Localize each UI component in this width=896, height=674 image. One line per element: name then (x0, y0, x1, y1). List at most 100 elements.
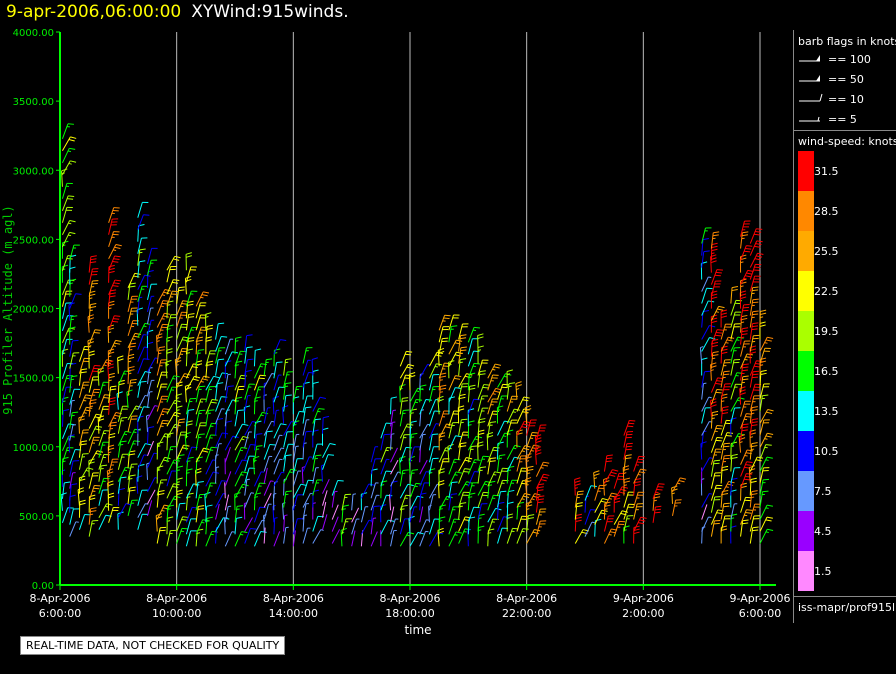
barb-staff (506, 445, 516, 460)
wind-barb (205, 504, 213, 523)
wind-barb (69, 411, 79, 429)
wind-barb (234, 396, 243, 415)
wind-barb (740, 269, 754, 285)
barb-feather (537, 489, 544, 492)
barb-feather (200, 296, 204, 299)
barb-feather (158, 490, 165, 493)
barb-staff (263, 421, 272, 436)
wind-barb (234, 459, 249, 475)
barb-feather (654, 508, 661, 511)
barb-staff (205, 350, 211, 367)
wind-barb (477, 418, 486, 436)
barb-staff (61, 435, 70, 451)
barb-feather (416, 390, 420, 393)
barb-staff (458, 373, 467, 388)
wind-barb (497, 395, 508, 412)
barb-feather (120, 476, 127, 479)
barb-staff (701, 407, 706, 424)
wind-barb (409, 506, 418, 523)
barb-symbol (799, 93, 823, 102)
barb-staff (370, 531, 378, 547)
barb-feather (176, 492, 183, 496)
wind-barb (535, 424, 547, 441)
barb-staff (292, 446, 297, 463)
barb-staff (234, 484, 244, 499)
wind-barb (88, 280, 99, 297)
barb-feather (109, 397, 116, 400)
barb-staff (224, 374, 229, 391)
barb-staff (312, 443, 318, 460)
barb-staff (263, 480, 272, 496)
barb-staff (370, 446, 376, 463)
wind-barb (283, 431, 294, 448)
barb-feather (749, 432, 756, 436)
barb-feather (86, 406, 93, 409)
barb-feather (540, 479, 547, 482)
wind-barb (98, 381, 110, 398)
barb-feather (639, 471, 646, 474)
wind-barb (302, 347, 313, 364)
barb-feather (439, 391, 443, 393)
barb-feather (246, 346, 253, 349)
wind-barb (351, 530, 356, 547)
barb-staff (195, 482, 199, 499)
barb-staff (516, 396, 525, 412)
barb-feather (132, 338, 136, 340)
barb-staff (176, 300, 184, 316)
barb-feather (107, 366, 114, 370)
barb-feather (266, 358, 273, 361)
speed-color-label: 7.5 (814, 485, 832, 498)
barb-staff (137, 490, 143, 506)
barb-feather (451, 325, 458, 327)
wind-barb (467, 445, 478, 463)
barb-staff (273, 531, 281, 547)
barb-staff (302, 419, 307, 436)
barb-staff (292, 458, 298, 475)
barb-feather (654, 493, 661, 496)
barb-staff (273, 471, 282, 487)
wind-barb (759, 444, 772, 460)
wind-barb (477, 503, 488, 520)
wind-barb (88, 472, 99, 489)
wind-barb (360, 483, 375, 499)
barb-feather (499, 454, 506, 457)
wind-barb (78, 415, 85, 434)
barb-feather (711, 296, 718, 300)
barb-feather (420, 388, 424, 390)
wind-barb (448, 314, 460, 331)
wind-barb (487, 480, 496, 499)
barb-feather (752, 418, 759, 421)
barb-feather (477, 444, 484, 448)
barb-feather (143, 214, 150, 216)
barb-staff (341, 518, 347, 535)
wind-barb (234, 492, 241, 511)
wind-barb (61, 255, 74, 271)
barb-feather (167, 304, 171, 306)
barb-staff (166, 375, 175, 391)
wind-barb (467, 398, 480, 415)
barb-staff (574, 529, 584, 544)
barb-staff (156, 433, 166, 448)
barb-feather (474, 438, 478, 441)
barb-staff (61, 410, 64, 427)
wind-barb (69, 352, 80, 369)
wind-barb (69, 315, 78, 333)
barb-feather (181, 518, 188, 521)
barb-feather (72, 411, 79, 414)
wind-barb (730, 311, 742, 328)
wind-barb (176, 465, 184, 484)
barb-feather (128, 360, 132, 363)
barb-feather (173, 258, 180, 261)
barb-staff (61, 220, 71, 236)
barb-feather (187, 300, 194, 303)
barb-staff (61, 232, 70, 248)
barb-feather (760, 360, 767, 364)
wind-barb (749, 383, 762, 400)
barb-staff (244, 371, 247, 388)
wind-barb (535, 520, 547, 537)
barb-feather (527, 465, 534, 469)
barb-feather (439, 504, 446, 507)
barb-staff (137, 371, 146, 386)
barb-feather (240, 474, 244, 476)
wind-barb (749, 503, 761, 520)
